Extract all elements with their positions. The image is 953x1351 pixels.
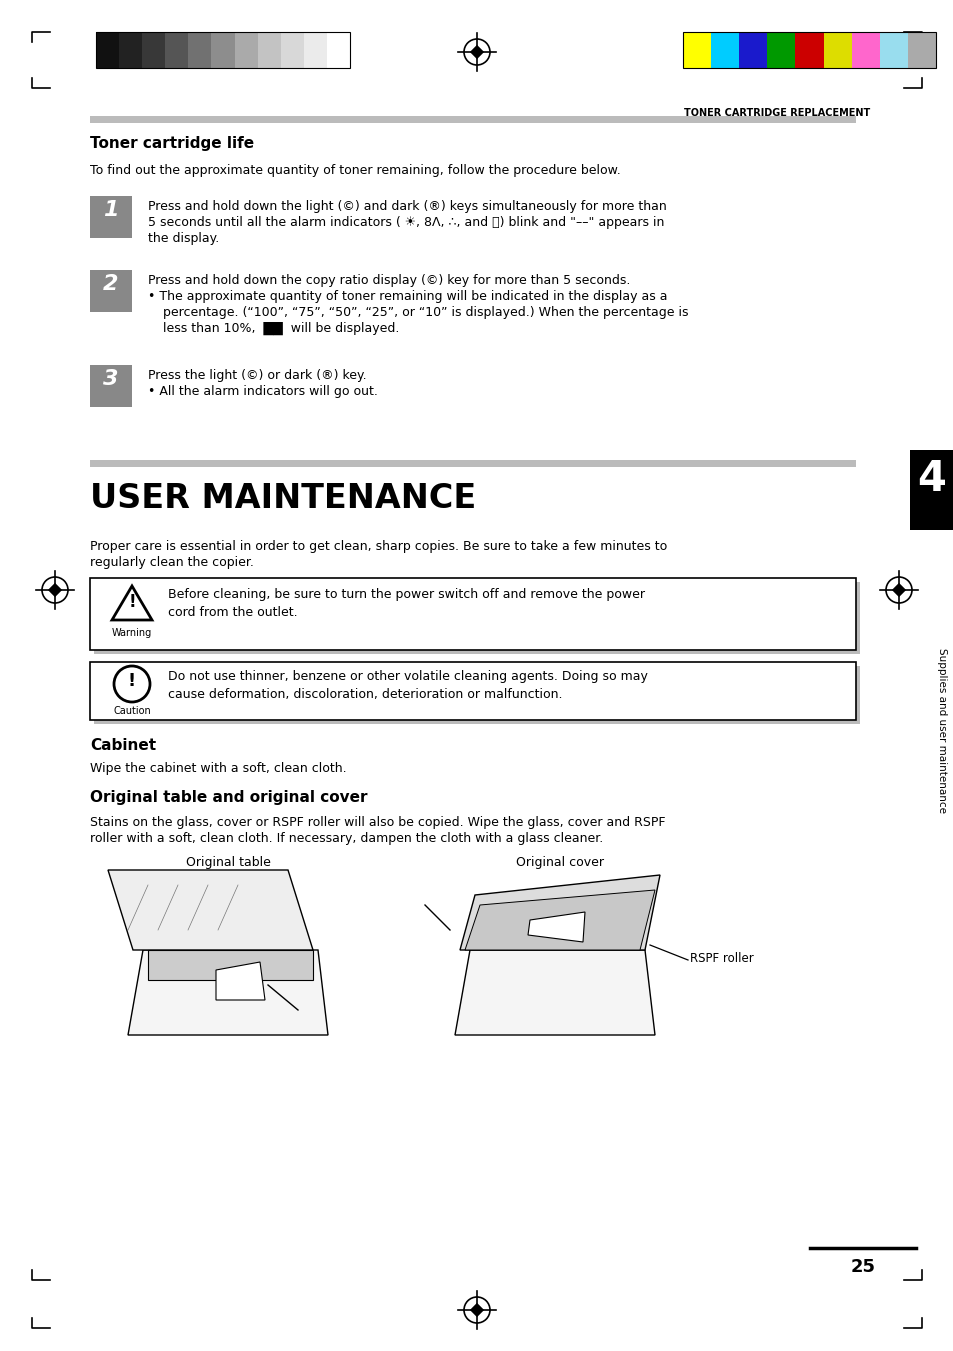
Text: the display.: the display. [148,232,219,245]
Polygon shape [470,1302,483,1317]
Text: RSPF roller: RSPF roller [689,952,753,965]
Text: less than 10%,  ██  will be displayed.: less than 10%, ██ will be displayed. [163,322,399,335]
Bar [682,32,935,68]
Bar [822,32,851,68]
Bar [96,32,350,68]
Polygon shape [112,586,152,620]
Bar [188,32,212,68]
Bar [280,32,303,68]
Bar [682,32,710,68]
Bar [142,32,165,68]
Text: Press and hold down the copy ratio display (©) key for more than 5 seconds.: Press and hold down the copy ratio displ… [148,274,630,286]
Bar [90,365,132,407]
Text: To find out the approximate quantity of toner remaining, follow the procedure be: To find out the approximate quantity of … [90,163,620,177]
Text: Original table: Original table [186,857,270,869]
Bar [303,32,327,68]
Bar [212,32,234,68]
Text: Press and hold down the light (©) and dark (®) keys simultaneously for more than: Press and hold down the light (©) and da… [148,200,666,213]
Bar [907,32,935,68]
Bar [90,459,855,467]
Polygon shape [464,890,655,950]
Text: cause deformation, discoloration, deterioration or malfunction.: cause deformation, discoloration, deteri… [168,688,562,701]
Text: 3: 3 [103,369,118,389]
Polygon shape [148,950,313,979]
Bar [90,116,855,123]
Text: • All the alarm indicators will go out.: • All the alarm indicators will go out. [148,385,377,399]
Bar [234,32,257,68]
Bar [94,666,859,724]
Text: Proper care is essential in order to get clean, sharp copies. Be sure to take a : Proper care is essential in order to get… [90,540,666,553]
Text: regularly clean the copier.: regularly clean the copier. [90,557,253,569]
Bar [90,196,132,238]
Bar [165,32,188,68]
Text: Before cleaning, be sure to turn the power switch off and remove the power: Before cleaning, be sure to turn the pow… [168,588,644,601]
Text: Caution: Caution [113,707,151,716]
Polygon shape [128,950,328,1035]
Text: • The approximate quantity of toner remaining will be indicated in the display a: • The approximate quantity of toner rema… [148,290,667,303]
Text: USER MAINTENANCE: USER MAINTENANCE [90,482,476,515]
Bar [90,578,855,650]
Text: 2: 2 [103,274,118,295]
Text: Warning: Warning [112,628,152,638]
Polygon shape [470,45,483,59]
Text: TONER CARTRIDGE REPLACEMENT: TONER CARTRIDGE REPLACEMENT [683,108,869,118]
Bar [909,450,953,530]
Polygon shape [455,950,655,1035]
Text: percentage. (“100”, “75”, “50”, “25”, or “10” is displayed.) When the percentage: percentage. (“100”, “75”, “50”, “25”, or… [163,305,688,319]
Text: Wipe the cabinet with a soft, clean cloth.: Wipe the cabinet with a soft, clean clot… [90,762,346,775]
Text: Toner cartridge life: Toner cartridge life [90,136,253,151]
Bar [90,270,132,312]
Bar [90,662,855,720]
Bar [739,32,766,68]
Text: !: ! [128,671,136,690]
Text: 25: 25 [850,1258,875,1275]
Polygon shape [459,875,659,950]
Text: Original table and original cover: Original table and original cover [90,790,367,805]
Text: 1: 1 [103,200,118,220]
Bar [851,32,879,68]
Polygon shape [891,582,905,597]
Text: roller with a soft, clean cloth. If necessary, dampen the cloth with a glass cle: roller with a soft, clean cloth. If nece… [90,832,602,844]
Bar [879,32,907,68]
Text: Supplies and user maintenance: Supplies and user maintenance [936,647,946,812]
Bar [94,582,859,654]
Text: cord from the outlet.: cord from the outlet. [168,607,297,619]
Bar [327,32,350,68]
Bar [257,32,280,68]
Polygon shape [108,870,313,950]
Text: 4: 4 [917,458,945,500]
Text: Press the light (©) or dark (®) key.: Press the light (©) or dark (®) key. [148,369,366,382]
Text: Original cover: Original cover [516,857,603,869]
Text: !: ! [128,593,135,611]
Polygon shape [48,582,62,597]
Text: Stains on the glass, cover or RSPF roller will also be copied. Wipe the glass, c: Stains on the glass, cover or RSPF rolle… [90,816,665,830]
Bar [766,32,795,68]
Bar [119,32,142,68]
Bar [96,32,119,68]
Bar [795,32,822,68]
Bar [710,32,739,68]
Text: 5 seconds until all the alarm indicators ( ☀, 8Λ, ∴, and ⚿) blink and "––" appea: 5 seconds until all the alarm indicators… [148,216,663,230]
Polygon shape [215,962,265,1000]
Text: Do not use thinner, benzene or other volatile cleaning agents. Doing so may: Do not use thinner, benzene or other vol… [168,670,647,684]
Polygon shape [527,912,584,942]
Text: Cabinet: Cabinet [90,738,156,753]
